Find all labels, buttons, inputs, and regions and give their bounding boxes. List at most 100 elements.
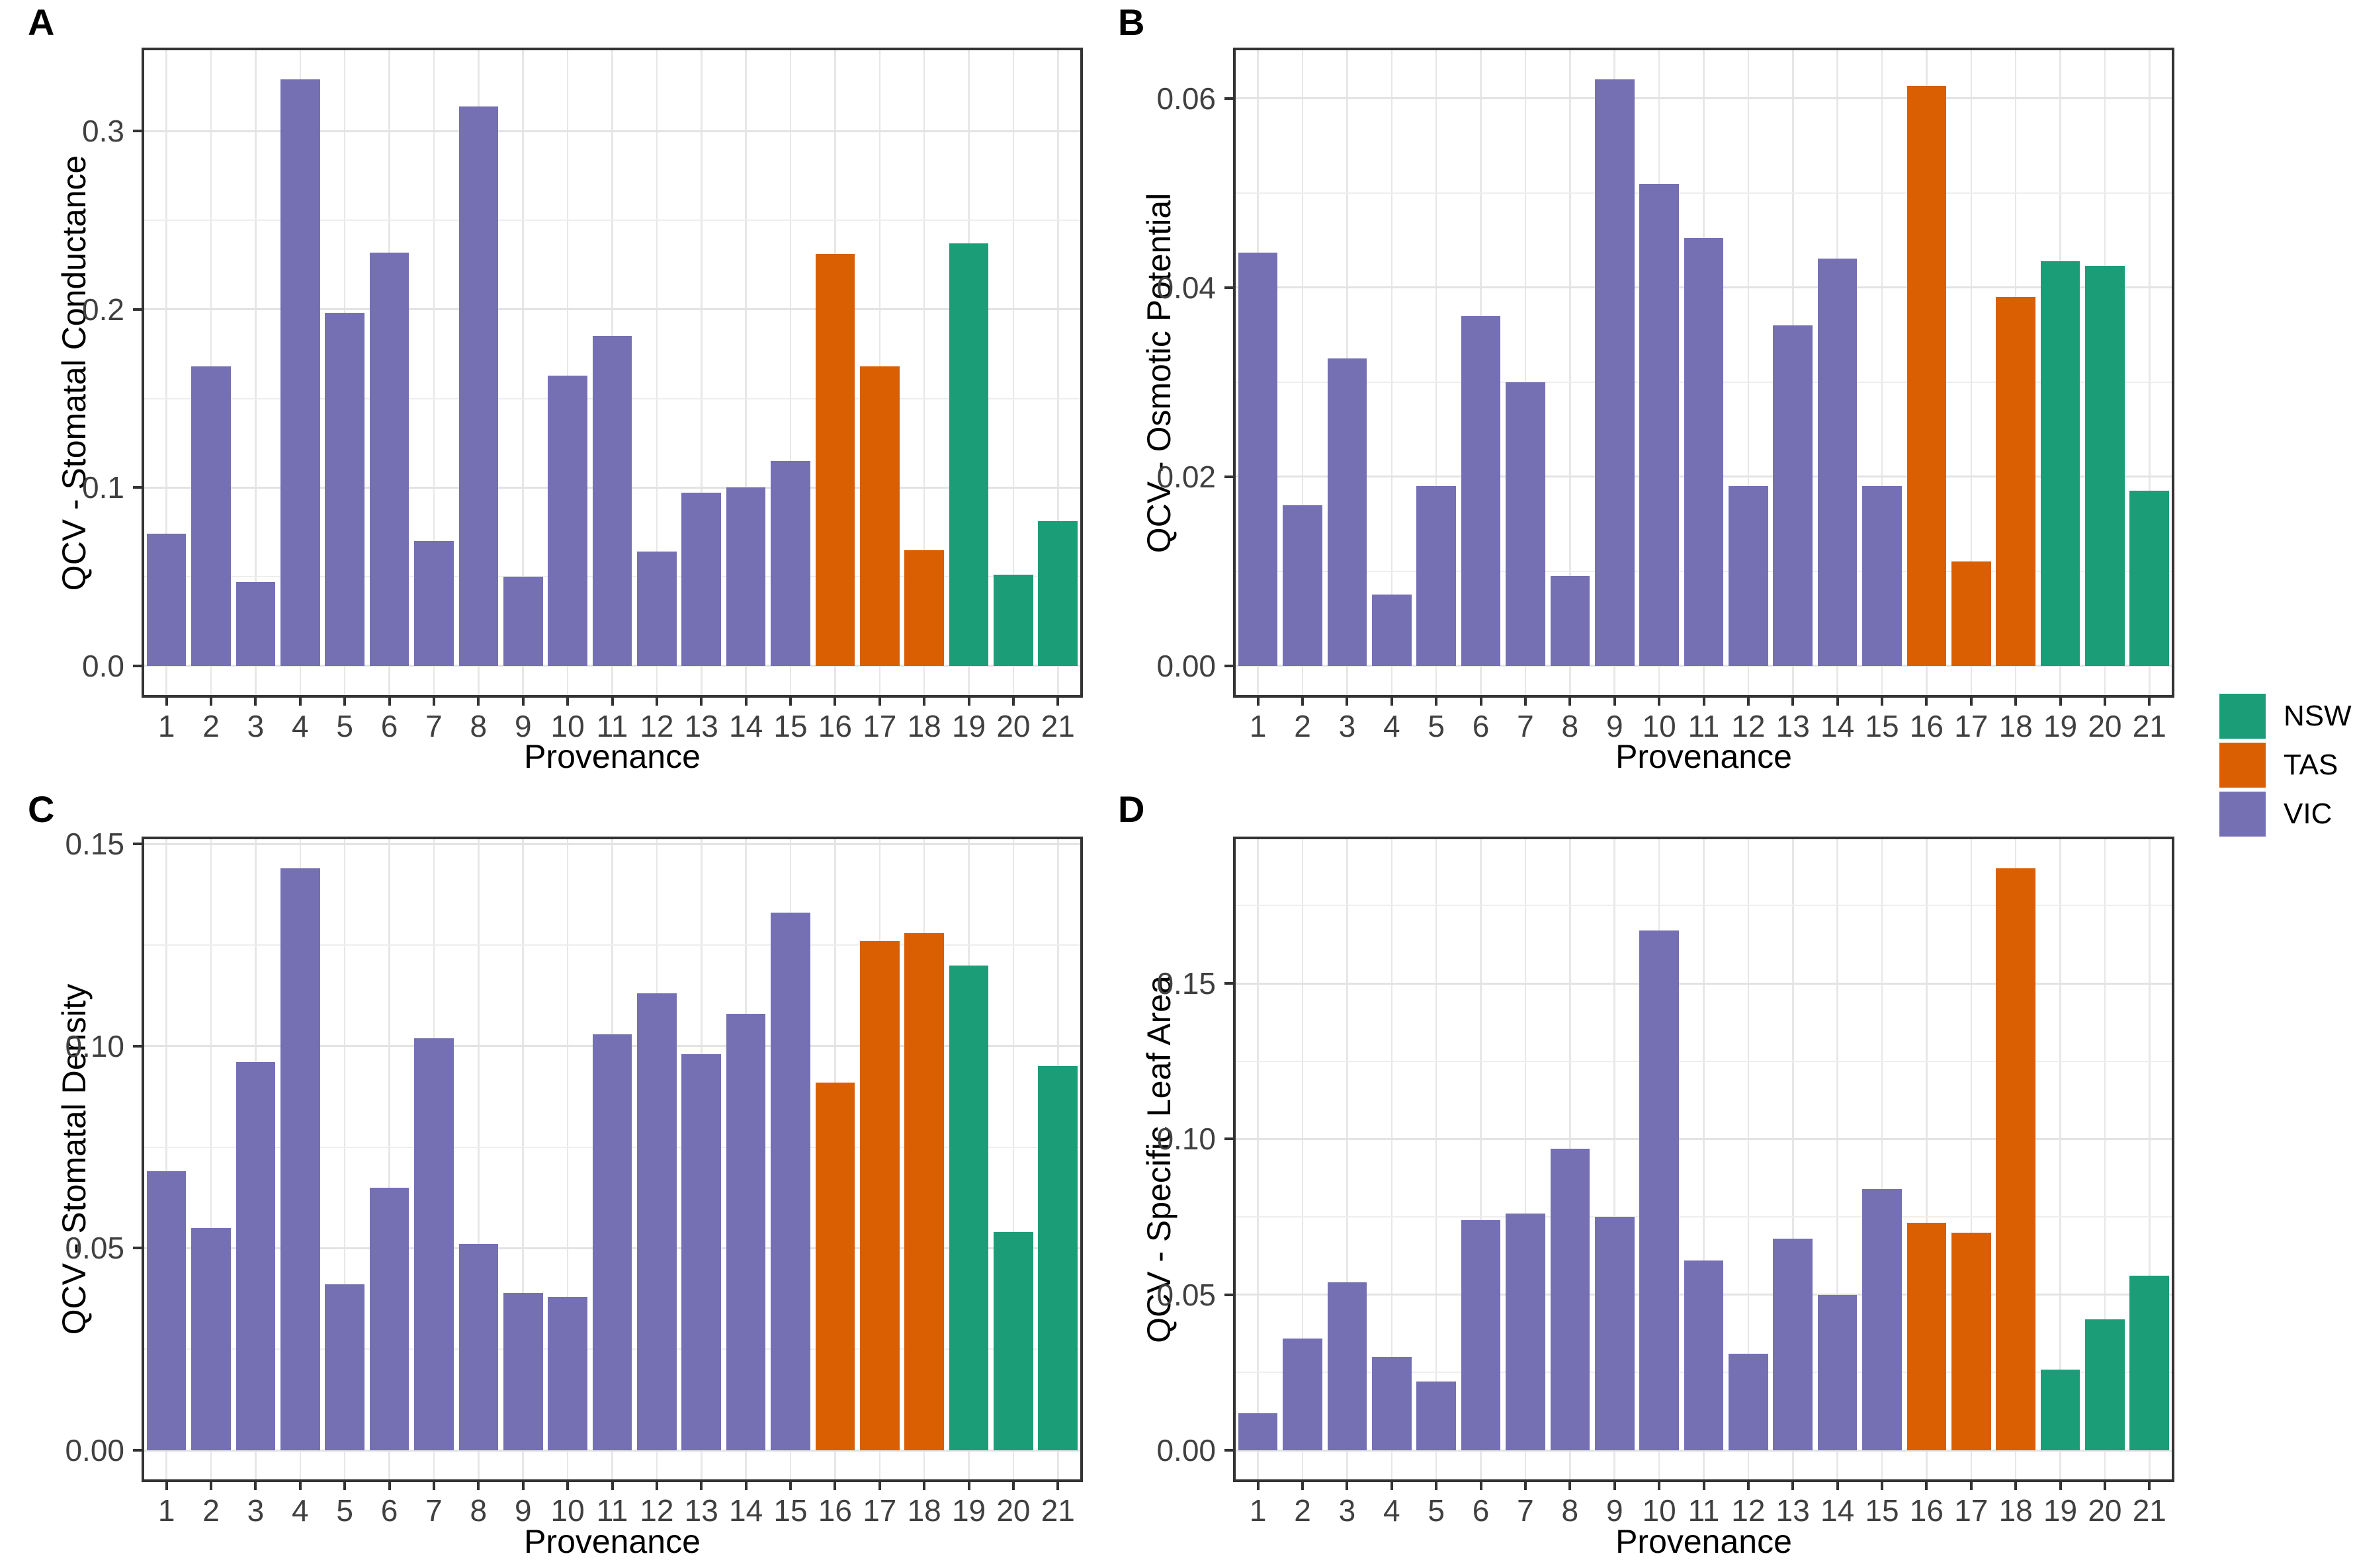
bar-provenance-14 [726, 487, 766, 666]
y-tick [133, 130, 142, 133]
x-tick [1702, 697, 1705, 706]
x-tick-label: 10 [550, 1493, 585, 1528]
bar-provenance-1 [146, 534, 187, 666]
y-tick-label: 0.10 [1156, 1122, 1216, 1157]
x-tick [2103, 1481, 2106, 1490]
x-gridline [1057, 50, 1059, 695]
y-axis-title-d: QCV - Specific Leaf Area [1140, 975, 1177, 1343]
x-tick [1613, 697, 1616, 706]
x-tick [2059, 1481, 2062, 1490]
x-tick-label: 6 [380, 1493, 398, 1528]
x-tick [1011, 1481, 1015, 1490]
x-tick-label: 19 [2043, 709, 2078, 743]
y-tick-label: 0.1 [82, 470, 124, 505]
bar-provenance-8 [458, 106, 499, 666]
x-tick [789, 697, 792, 706]
plot-area-a [144, 50, 1080, 695]
x-tick-label: 9 [514, 1493, 532, 1528]
x-tick [878, 1481, 881, 1490]
x-tick-label: 20 [996, 709, 1031, 743]
x-gridline [1435, 839, 1437, 1479]
y-tick [1224, 664, 1234, 667]
bar-provenance-3 [1327, 1282, 1367, 1450]
x-tick-label: 1 [1249, 1493, 1267, 1528]
x-tick [477, 1481, 480, 1490]
x-gridline [1301, 839, 1304, 1479]
y-tick-label: 0.05 [1156, 1277, 1216, 1312]
x-tick [1969, 1481, 1973, 1490]
bar-provenance-6 [369, 252, 409, 666]
x-tick-label: 14 [729, 709, 763, 743]
y-tick [1224, 1293, 1234, 1296]
y-gridline-minor [1236, 1216, 2172, 1218]
x-tick-label: 11 [596, 709, 628, 743]
bar-provenance-21 [1038, 521, 1078, 666]
x-tick [1836, 1481, 1839, 1490]
y-gridline-major [1236, 1137, 2172, 1140]
x-gridline [1480, 839, 1482, 1479]
bar-provenance-15 [771, 913, 810, 1450]
bar-provenance-5 [1416, 1382, 1457, 1450]
x-tick-label: 2 [1294, 1493, 1311, 1528]
legend-swatch-vic [2219, 792, 2266, 837]
x-tick-label: 18 [1998, 1493, 2033, 1528]
bar-provenance-17 [1951, 1232, 1991, 1450]
x-tick [298, 697, 302, 706]
x-tick [1435, 697, 1438, 706]
plot-area-c [144, 839, 1080, 1479]
x-tick [1836, 697, 1839, 706]
bar-provenance-2 [191, 1227, 231, 1450]
x-tick-label: 4 [1383, 1493, 1400, 1528]
y-tick-label: 0.15 [65, 827, 124, 862]
bar-provenance-18 [904, 932, 944, 1450]
x-gridline [1970, 50, 1973, 695]
x-tick [1925, 697, 1928, 706]
bar-provenance-13 [681, 493, 722, 666]
x-tick [1613, 1481, 1616, 1490]
x-tick-label: 21 [2132, 709, 2166, 743]
x-gridline [1881, 839, 1883, 1479]
x-tick-label: 15 [773, 709, 808, 743]
x-tick-label: 14 [729, 1493, 763, 1528]
x-tick-label: 21 [1041, 709, 1075, 743]
x-tick-label: 1 [157, 709, 175, 743]
y-gridline-major [144, 843, 1080, 845]
bar-provenance-21 [2129, 1276, 2170, 1450]
bar-provenance-17 [1951, 561, 1991, 666]
plot-area-d [1236, 839, 2172, 1479]
x-tick [343, 1481, 347, 1490]
x-tick-label: 1 [1249, 709, 1267, 743]
bar-provenance-20 [994, 575, 1033, 666]
bar-provenance-12 [1729, 486, 1768, 666]
panel-tag-d: D [1118, 788, 1145, 830]
x-tick-label: 3 [247, 709, 265, 743]
x-tick-label: 5 [336, 709, 353, 743]
x-tick [521, 1481, 525, 1490]
bar-provenance-11 [1684, 1260, 1724, 1450]
x-tick [1969, 697, 1973, 706]
x-tick-label: 20 [996, 1493, 1031, 1528]
x-tick [967, 697, 970, 706]
x-gridline [1390, 839, 1393, 1479]
x-gridline [1435, 50, 1437, 695]
x-tick-label: 13 [684, 1493, 718, 1528]
x-gridline [701, 50, 703, 695]
x-gridline [2149, 50, 2151, 695]
bar-provenance-5 [325, 1284, 365, 1450]
x-gridline [656, 50, 658, 695]
y-tick [1224, 97, 1234, 100]
x-gridline [1524, 50, 1527, 695]
bar-provenance-3 [235, 582, 276, 666]
x-tick-label: 18 [907, 1493, 941, 1528]
x-tick-label: 15 [773, 1493, 808, 1528]
x-tick-label: 16 [1909, 709, 1944, 743]
bar-provenance-4 [1372, 1356, 1412, 1450]
x-tick [1881, 697, 1884, 706]
x-tick [923, 697, 926, 706]
x-tick [2059, 697, 2062, 706]
x-gridline [1012, 839, 1015, 1479]
y-tick [133, 1044, 142, 1048]
y-tick-label: 0.00 [1156, 1433, 1216, 1467]
x-tick-label: 2 [202, 709, 220, 743]
y-tick-label: 0.2 [82, 292, 124, 327]
